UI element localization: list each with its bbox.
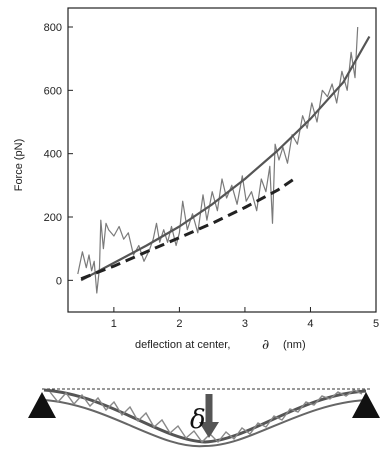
series-solid-fit (80, 35, 371, 282)
filament-outline-outer (43, 388, 367, 444)
x-tick-label: 2 (176, 318, 182, 330)
series-dashed-fit (80, 177, 295, 281)
y-tick-label: 200 (44, 212, 62, 224)
y-axis-title: Force (pN) (13, 139, 25, 192)
y-tick-label: 600 (44, 85, 62, 97)
x-tick-label: 3 (242, 318, 248, 330)
plot-frame (67, 7, 377, 313)
x-axis-title: deflection at center, (135, 339, 230, 351)
series-noisy-trace (77, 26, 359, 294)
y-ticks: 0 200 400 600 800 (44, 22, 73, 287)
x-tick-label: 1 (111, 318, 117, 330)
filament-outline-inner (43, 399, 367, 448)
y-tick-label: 0 (56, 275, 62, 287)
bending-schematic: δ (28, 388, 380, 448)
y-tick-label: 800 (44, 22, 62, 34)
x-ticks: 1 2 3 4 5 (111, 307, 379, 330)
load-arrow-head (199, 422, 219, 438)
x-axis-unit: (nm) (283, 339, 306, 351)
series-group (77, 26, 371, 294)
x-tick-label: 5 (373, 318, 379, 330)
left-support-triangle (28, 392, 56, 418)
delta-label: δ (190, 405, 206, 435)
y-tick-label: 400 (44, 149, 62, 161)
force-deflection-chart: 0 200 400 600 800 1 2 3 4 5 Force (pN) deflectio… (13, 7, 379, 353)
x-tick-label: 4 (307, 318, 313, 330)
filament-texture (49, 389, 363, 444)
right-support-triangle (352, 392, 380, 418)
x-axis-symbol: ∂ (262, 337, 269, 353)
